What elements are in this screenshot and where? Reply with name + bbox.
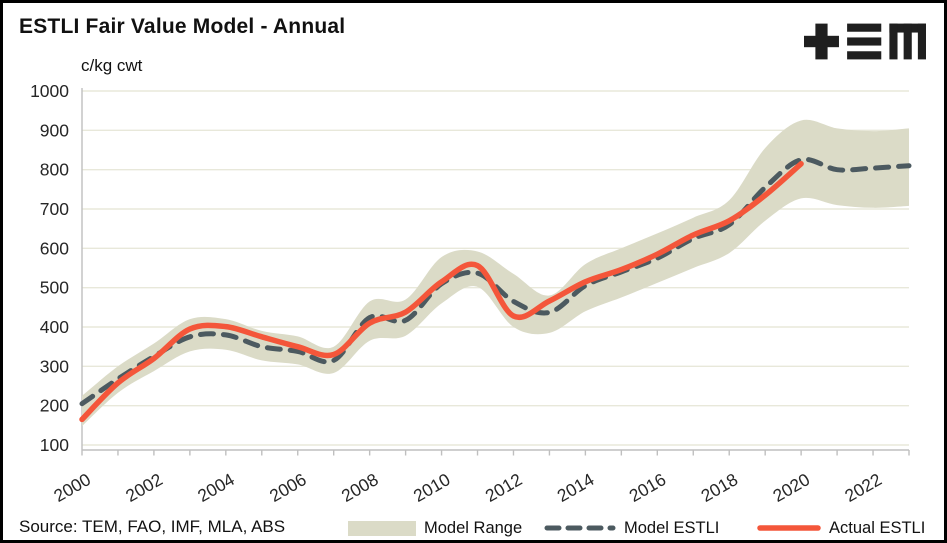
svg-text:100: 100 [40,435,69,455]
svg-text:200: 200 [40,396,69,416]
legend-label-actual-estli: Actual ESTLI [829,518,926,537]
axes [81,88,910,456]
x-axis-tick-labels: 2000 2002 2004 2006 2008 2010 2012 2014 2016 2018… [50,469,885,506]
legend-label-model-estli: Model ESTLI [624,518,720,537]
svg-text:800: 800 [40,160,69,180]
svg-text:2000: 2000 [50,469,94,506]
svg-text:2008: 2008 [338,469,382,506]
svg-text:2002: 2002 [122,469,166,506]
svg-text:2012: 2012 [482,469,526,506]
svg-text:2006: 2006 [266,469,310,506]
model-range-band [82,119,909,427]
logo-shapes [804,23,926,60]
svg-text:2020: 2020 [769,469,813,506]
gridlines [82,90,909,446]
chart-plot-area: 100 200 300 400 500 600 700 800 900 1000 2000 2002… [30,81,912,506]
chart-title: ESTLI Fair Value Model - Annual [19,15,346,38]
svg-text:2010: 2010 [410,469,454,506]
svg-text:2022: 2022 [841,469,885,506]
svg-text:2016: 2016 [626,469,670,506]
y-axis-tick-labels: 100 200 300 400 500 600 700 800 900 1000 [30,81,69,455]
svg-text:600: 600 [40,238,69,258]
legend-item-model-estli: Model ESTLI [544,518,719,538]
source-note: Source: TEM, FAO, IMF, MLA, ABS [19,517,286,536]
legend-item-actual-estli: Actual ESTLI [757,518,925,538]
svg-text:2014: 2014 [554,469,598,506]
svg-text:300: 300 [40,356,69,376]
y-axis-unit-label: c/kg cwt [81,56,143,75]
svg-text:700: 700 [40,199,69,219]
svg-text:2018: 2018 [697,469,741,506]
svg-text:900: 900 [40,120,69,140]
svg-text:500: 500 [40,278,69,298]
model-estli-swatch [544,525,616,531]
actual-estli-line [79,161,804,423]
legend-label-model-range: Model Range [424,518,523,537]
svg-text:1000: 1000 [30,81,69,101]
legend-item-model-range: Model Range [348,518,522,538]
actual-estli-swatch [757,525,821,531]
svg-text:2004: 2004 [194,469,238,506]
model-range-swatch [348,520,416,536]
tem-logo-icon [804,23,926,60]
tem-logo [804,19,926,69]
svg-text:400: 400 [40,317,69,337]
